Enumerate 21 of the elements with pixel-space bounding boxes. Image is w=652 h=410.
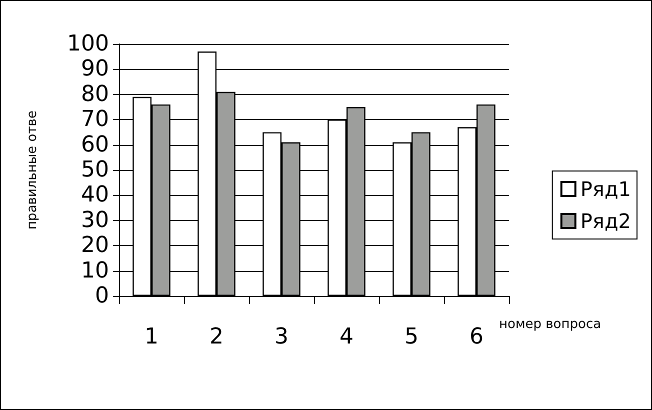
y-tick-label: 30 [81,208,109,233]
x-tick-label: 2 [210,324,224,350]
y-tick-label: 50 [81,158,109,182]
y-tick-label: 40 [81,182,109,208]
y-tick-label: 90 [81,56,109,82]
y-tick-label: 20 [81,233,109,258]
x-tick-label: 5 [404,324,418,350]
y-tick-label: 80 [81,82,109,107]
legend-label: Ряд1 [580,177,632,201]
y-tick-label: 70 [81,107,109,132]
x-tick-label: 4 [340,324,354,350]
legend-label: Ряд2 [580,209,632,233]
x-axis-title: номер вопроса [499,317,602,332]
y-tick-label: 60 [81,132,109,158]
y-tick-label: 10 [81,258,109,284]
y-tick-label: 0 [95,284,109,308]
x-tick-label: 3 [274,324,288,350]
y-axis-title: правильные отве [25,110,40,230]
x-tick-label: 1 [144,324,158,350]
x-tick-label: 6 [470,324,484,350]
y-tick-label: 100 [67,32,109,56]
